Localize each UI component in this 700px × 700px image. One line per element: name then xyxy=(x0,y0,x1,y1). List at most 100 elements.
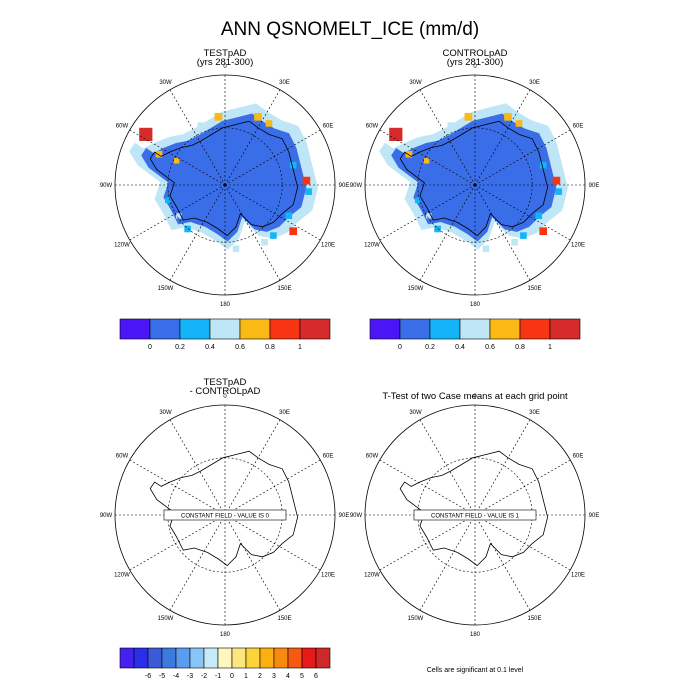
colorbar-tick-label: 0.8 xyxy=(265,344,275,351)
panel-difference-map: 0 30E 60E 90E 120E 150E 180 150W 120W 90W 60W 30W CO… xyxy=(100,394,350,638)
colorbar-tick-label: 0.4 xyxy=(455,344,465,351)
field-cell xyxy=(232,245,240,253)
panel-ttest-title: T-Test of two Case means at each grid po… xyxy=(382,391,568,402)
panel-difference-subtitle: - CONTROLpAD xyxy=(190,386,261,397)
field-cell xyxy=(515,120,523,127)
map-border xyxy=(364,74,586,296)
longitude-label: 30E xyxy=(279,80,290,86)
colorbar-tick-label: 1 xyxy=(298,344,302,351)
panel-difference: TESTpAD - CONTROLpAD 0 30E 60E 90E 120E 150E 1… xyxy=(100,377,350,638)
longitude-label: 30W xyxy=(409,410,422,416)
longitude-label: 30W xyxy=(409,80,422,86)
panel-controlpad-subtitle: (yrs 281-300) xyxy=(447,57,504,68)
colorbar-tick-label: 0.2 xyxy=(425,344,435,351)
field-cell xyxy=(214,112,223,121)
colorbar-tick-label: 1 xyxy=(548,344,552,351)
longitude-label: 60W xyxy=(366,124,379,130)
meridian-line xyxy=(419,514,476,611)
field-cell xyxy=(270,232,277,239)
constant-field-box xyxy=(413,509,537,521)
colorbar-swatch xyxy=(489,318,521,340)
longitude-label: 60W xyxy=(366,454,379,460)
colorbar-tick-label: 0.6 xyxy=(235,344,245,351)
meridian-line xyxy=(379,459,476,516)
field-cell xyxy=(426,213,432,219)
colorbar-tick-label: 0.4 xyxy=(205,344,215,351)
colorbar-top-right: 0 0.2 0.4 0.6 0.8 1 xyxy=(369,318,581,351)
longitude-label: 120E xyxy=(321,243,335,249)
colorbar-swatch xyxy=(175,647,191,669)
longitude-label: 120E xyxy=(571,573,585,579)
longitude-label: 0 xyxy=(223,64,227,70)
longitude-label: 0 xyxy=(473,64,477,70)
field-cell xyxy=(447,122,455,129)
constant-field-label: CONSTANT FIELD - VALUE IS 1 xyxy=(431,514,520,520)
meridian-line xyxy=(224,514,281,611)
coastline xyxy=(399,450,549,567)
colorbar-swatch xyxy=(315,647,331,669)
colorbar-swatch xyxy=(519,318,551,340)
field-cell xyxy=(405,150,413,158)
colorbar-swatch xyxy=(245,647,261,669)
field-cell xyxy=(482,245,490,253)
map-border xyxy=(114,74,336,296)
longitude-label: 30W xyxy=(159,410,172,416)
longitude-label: 90W xyxy=(350,513,363,519)
colorbar-tick-label: 0.2 xyxy=(175,344,185,351)
longitude-label: 120E xyxy=(571,243,585,249)
colorbar-swatch xyxy=(147,647,163,669)
panel-ttest-map: 0 30E 60E 90E 120E 150E 180 150W 120W 90W 60W 30W CO… xyxy=(350,394,600,638)
longitude-label: 30E xyxy=(529,410,540,416)
colorbar-swatch xyxy=(239,318,271,340)
longitude-label: 60W xyxy=(116,454,129,460)
longitude-label: 90W xyxy=(350,183,363,189)
footer-note: Cells are significant at 0.1 level xyxy=(427,667,524,674)
colorbar-swatch xyxy=(231,647,247,669)
longitude-label: 60E xyxy=(573,454,584,460)
longitude-label: 120W xyxy=(114,243,130,249)
field-cell xyxy=(184,225,191,233)
colorbar-tick-label: 0 xyxy=(148,344,152,351)
longitude-label: 0 xyxy=(223,394,227,400)
colorbar-swatch xyxy=(259,647,275,669)
colorbar-swatch xyxy=(299,318,331,340)
field-cell xyxy=(305,188,312,195)
colorbar-swatch xyxy=(399,318,431,340)
coastline xyxy=(149,120,299,237)
colorbar-tick-label: -6 xyxy=(145,673,151,680)
field-cell xyxy=(155,150,163,158)
panel-ttest: T-Test of two Case means at each grid po… xyxy=(350,391,600,638)
longitude-label: 90E xyxy=(589,183,600,189)
colorbar-swatch xyxy=(273,647,289,669)
longitude-label: 180 xyxy=(220,302,231,308)
map-border xyxy=(114,404,336,626)
colorbar-tick-label: 0.6 xyxy=(485,344,495,351)
colorbar-tick-label: 6 xyxy=(314,673,318,680)
field-cell xyxy=(289,227,298,236)
field-cell xyxy=(139,127,153,141)
field-shading xyxy=(379,103,568,253)
field-cell xyxy=(434,225,441,233)
longitude-label: 60E xyxy=(573,124,584,130)
longitude-label: 60E xyxy=(323,454,334,460)
panel-testpad-title: TESTpAD xyxy=(204,48,247,59)
colorbar-swatch xyxy=(369,318,401,340)
field-cell xyxy=(261,238,268,246)
longitude-label: 180 xyxy=(220,632,231,638)
colorbar-tick-label: 1 xyxy=(244,673,248,680)
longitude-label: 120E xyxy=(321,573,335,579)
colorbar-tick-label: -5 xyxy=(159,673,165,680)
field-cell xyxy=(504,112,512,121)
longitude-label: 30W xyxy=(159,80,172,86)
field-core xyxy=(141,113,307,242)
longitude-label: 90E xyxy=(339,183,350,189)
colorbar-tick-label: -3 xyxy=(187,673,193,680)
colorbar-tick-label: 5 xyxy=(300,673,304,680)
field-cell xyxy=(265,120,273,127)
field-cell xyxy=(555,188,562,195)
longitude-label: 30E xyxy=(279,410,290,416)
meridian-line xyxy=(129,459,226,516)
longitude-label: 150W xyxy=(408,616,424,622)
panel-controlpad-title: CONTROLpAD xyxy=(443,48,508,59)
